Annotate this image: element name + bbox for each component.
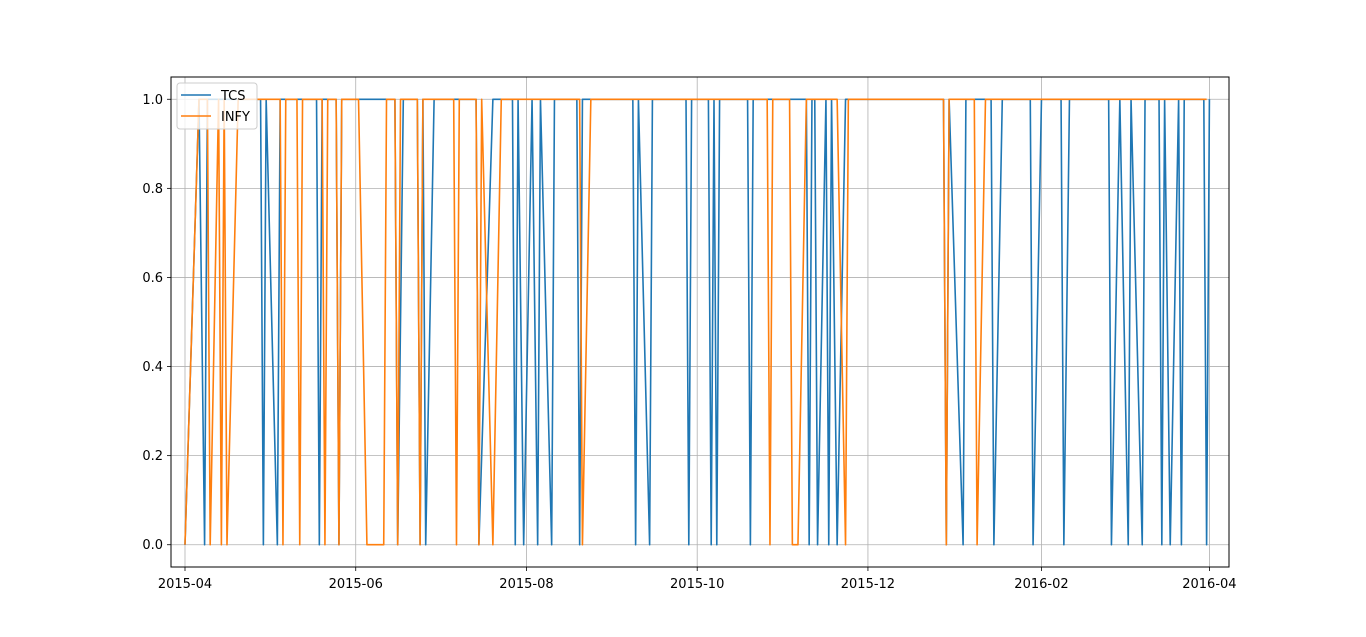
x-axis: 2015-04 2015-06 2015-08 2015-10 2015-12 2016-…	[158, 567, 1237, 592]
legend-label-infy: INFY	[221, 110, 250, 125]
y-tick-label: 0.2	[142, 449, 163, 464]
y-tick-label: 1.0	[142, 93, 163, 108]
x-tick-label: 2016-04	[1182, 577, 1236, 592]
legend: TCS INFY	[176, 82, 258, 130]
x-tick-label: 2015-06	[329, 577, 383, 592]
legend-label-tcs: TCS	[220, 89, 246, 104]
x-tick-label: 2015-04	[158, 577, 212, 592]
series-line-infy	[184, 98, 1207, 546]
x-tick-label: 2015-08	[499, 577, 553, 592]
y-tick-label: 0.0	[142, 538, 163, 553]
plot-area	[171, 77, 1229, 567]
y-tick-label: 0.8	[142, 182, 163, 197]
x-tick-label: 2015-10	[670, 577, 724, 592]
y-tick-label: 0.6	[142, 271, 163, 286]
plot-frame	[170, 76, 1230, 568]
x-tick-label: 2016-02	[1014, 577, 1068, 592]
series-lines	[184, 98, 1211, 546]
x-tick-label: 2015-12	[841, 577, 895, 592]
y-tick-label: 0.4	[142, 360, 163, 375]
y-axis: 0.0 0.2 0.4 0.6 0.8 1.0	[142, 93, 171, 553]
